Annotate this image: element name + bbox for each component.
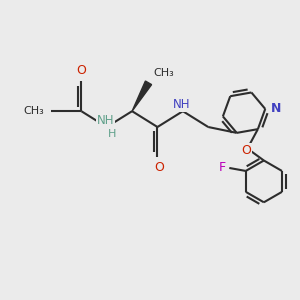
Text: F: F <box>219 161 226 175</box>
Text: O: O <box>154 161 164 174</box>
Text: H: H <box>108 129 116 139</box>
Text: O: O <box>241 143 251 157</box>
Text: O: O <box>76 64 86 77</box>
Text: CH₃: CH₃ <box>153 68 174 78</box>
Text: N: N <box>271 102 281 116</box>
Polygon shape <box>132 81 152 111</box>
Text: CH₃: CH₃ <box>23 106 44 116</box>
Text: NH: NH <box>97 114 114 127</box>
Text: NH: NH <box>172 98 190 111</box>
